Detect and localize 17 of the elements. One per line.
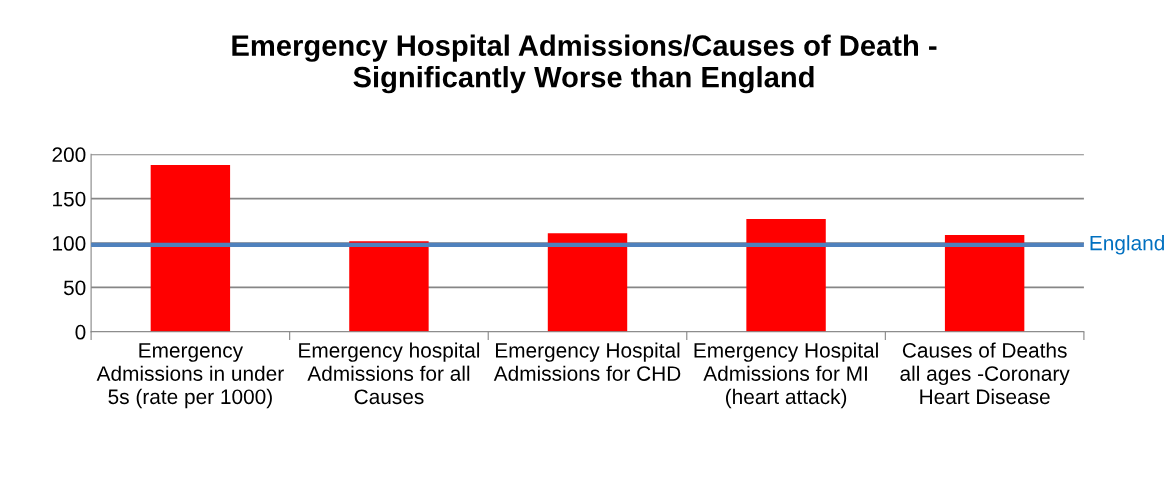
x-tick-label: Emergency Admissions in under 5s (rate per 1000) xyxy=(96,343,284,409)
y-tick-label: 0 xyxy=(75,324,86,340)
y-tick-label: 100 xyxy=(53,236,86,251)
bar xyxy=(746,219,826,332)
x-tick-label: Emergency Hospital Admissions for CHD xyxy=(493,342,681,381)
bar xyxy=(349,241,429,332)
bar xyxy=(944,235,1025,332)
y-tick-label: 200 xyxy=(52,147,86,163)
ref-line-label: England xyxy=(1090,235,1164,255)
x-tick-label: Emergency hospital Admissions for all Causes xyxy=(299,342,480,405)
y-tick-label: 50 xyxy=(63,280,86,296)
y-tick-label: 150 xyxy=(53,191,86,207)
bar xyxy=(150,164,231,332)
chart-title: Emergency Hospital Admissions/Causes of Death - Significantly Worse than England xyxy=(232,34,937,94)
x-tick-label: Causes of Deaths all ages -Coronary Heart Disease xyxy=(900,342,1070,405)
bar xyxy=(547,233,628,332)
x-tick-label: Emergency Hospital Admissions for MI (heart attack) xyxy=(694,342,878,409)
